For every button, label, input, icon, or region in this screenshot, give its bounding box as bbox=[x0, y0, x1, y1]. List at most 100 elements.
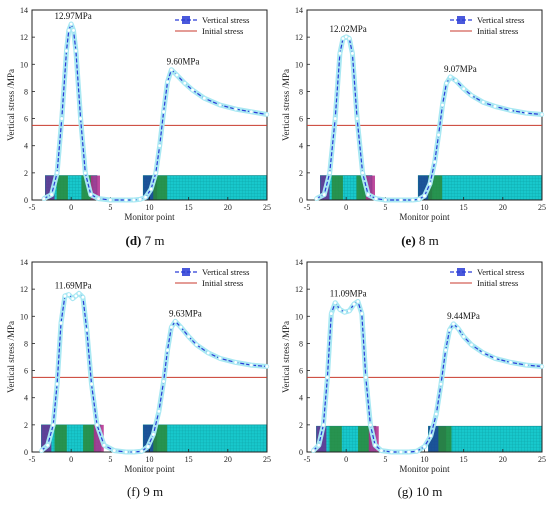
legend-vertical-marker bbox=[182, 16, 190, 24]
x-tick-label: 15 bbox=[460, 203, 468, 212]
data-point bbox=[264, 364, 270, 369]
model-patch bbox=[358, 426, 371, 452]
data-point bbox=[64, 48, 69, 53]
data-point bbox=[123, 449, 129, 455]
y-tick-label: 0 bbox=[24, 448, 28, 457]
data-point bbox=[143, 195, 148, 200]
x-tick-label: 25 bbox=[538, 455, 546, 464]
data-point bbox=[169, 67, 174, 72]
data-point bbox=[161, 379, 166, 384]
y-axis-label: Vertical stress /MPa bbox=[6, 321, 16, 393]
data-point bbox=[50, 422, 56, 428]
legend-vertical-marker bbox=[457, 268, 465, 276]
data-point bbox=[78, 116, 83, 121]
x-tick-label: 20 bbox=[224, 203, 232, 212]
x-tick-label: -5 bbox=[304, 203, 311, 212]
x-tick-label: 5 bbox=[383, 455, 387, 464]
data-point bbox=[233, 360, 238, 365]
y-tick-label: 8 bbox=[299, 87, 303, 96]
y-tick-label: 14 bbox=[295, 258, 303, 267]
data-point bbox=[264, 112, 270, 117]
y-tick-label: 6 bbox=[299, 115, 303, 124]
y-tick-label: 2 bbox=[299, 421, 303, 430]
data-point bbox=[314, 196, 319, 201]
data-point bbox=[363, 375, 368, 380]
data-point bbox=[347, 308, 352, 314]
model-patch bbox=[56, 175, 68, 200]
data-point bbox=[539, 364, 545, 369]
data-point bbox=[194, 342, 199, 347]
x-tick-label: 5 bbox=[108, 455, 112, 464]
data-point bbox=[322, 192, 327, 197]
data-point bbox=[217, 102, 223, 108]
data-point bbox=[112, 448, 117, 453]
data-point bbox=[508, 108, 513, 113]
data-point bbox=[368, 422, 373, 428]
data-point bbox=[59, 116, 64, 121]
legend-initial-label: Initial stress bbox=[202, 278, 243, 288]
x-tick-label: 0 bbox=[69, 455, 73, 464]
model-patch bbox=[93, 424, 104, 452]
x-tick-label: 5 bbox=[383, 203, 387, 212]
data-point bbox=[414, 449, 419, 454]
data-point bbox=[333, 116, 338, 121]
y-axis-label: Vertical stress /MPa bbox=[281, 321, 291, 393]
data-point bbox=[321, 422, 326, 428]
data-point bbox=[379, 448, 384, 453]
data-point bbox=[398, 449, 404, 455]
data-point bbox=[161, 109, 166, 114]
legend-vertical-label: Vertical stress bbox=[202, 15, 249, 25]
data-point bbox=[80, 295, 86, 300]
data-point bbox=[148, 186, 154, 192]
data-point bbox=[372, 443, 378, 448]
y-tick-label: 0 bbox=[299, 196, 303, 205]
data-point bbox=[96, 196, 101, 201]
data-point bbox=[217, 356, 223, 361]
data-point bbox=[68, 21, 74, 27]
data-point bbox=[440, 102, 445, 108]
data-point bbox=[342, 310, 347, 315]
data-point bbox=[436, 132, 441, 138]
data-point bbox=[492, 356, 498, 361]
data-point bbox=[62, 293, 68, 299]
caption-d: (d) 7 m bbox=[125, 233, 165, 248]
data-point bbox=[88, 192, 93, 197]
data-point bbox=[108, 197, 113, 203]
y-tick-label: 4 bbox=[24, 394, 28, 403]
data-point bbox=[355, 299, 361, 304]
data-point bbox=[438, 381, 444, 387]
data-point bbox=[190, 87, 195, 93]
x-axis-label: Monitor point bbox=[124, 212, 175, 222]
data-point bbox=[206, 350, 211, 356]
y-tick-label: 12 bbox=[20, 285, 28, 294]
y-tick-label: 10 bbox=[295, 312, 303, 321]
model-patch bbox=[153, 175, 168, 200]
model-patch bbox=[365, 175, 375, 200]
data-point bbox=[329, 311, 334, 316]
x-tick-label: 20 bbox=[224, 455, 232, 464]
y-tick-label: 10 bbox=[20, 60, 28, 69]
data-point bbox=[347, 36, 352, 41]
data-point bbox=[406, 449, 412, 455]
data-point bbox=[70, 296, 75, 301]
data-point bbox=[71, 28, 76, 33]
data-point bbox=[49, 192, 54, 197]
data-point bbox=[359, 311, 365, 316]
data-point bbox=[422, 444, 427, 449]
data-point bbox=[422, 193, 427, 199]
y-tick-label: 8 bbox=[299, 339, 303, 348]
data-point bbox=[365, 192, 371, 197]
data-point bbox=[428, 433, 433, 438]
plot-frame bbox=[31, 261, 268, 453]
x-tick-label: 0 bbox=[344, 455, 348, 464]
data-point bbox=[448, 74, 453, 80]
y-tick-label: 10 bbox=[295, 60, 303, 69]
data-point bbox=[481, 350, 486, 356]
x-tick-label: 0 bbox=[344, 203, 348, 212]
data-point bbox=[66, 28, 72, 33]
y-tick-label: 12 bbox=[295, 33, 303, 42]
